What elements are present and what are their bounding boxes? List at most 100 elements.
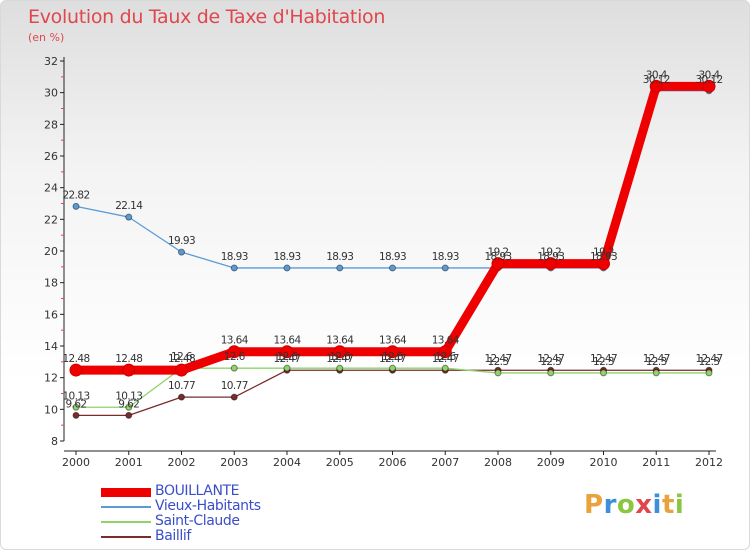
legend-swatch xyxy=(101,506,151,508)
data-point-saint-claude xyxy=(72,403,80,411)
data-label-bouillante: 12.48 xyxy=(168,353,195,365)
x-tick-label: 2003 xyxy=(220,456,248,469)
data-point-saint-claude xyxy=(494,369,502,377)
data-point-saint-claude xyxy=(125,403,133,411)
series-line-bouillante xyxy=(71,81,714,375)
data-label-saint-claude: 12.3 xyxy=(488,356,509,368)
data-label-baillif: 9.62 xyxy=(66,398,87,410)
data-label-vieux-habitants: 18.93 xyxy=(326,251,353,263)
data-label-vieux-habitants: 18.93 xyxy=(590,251,617,263)
data-point-bouillante xyxy=(491,257,505,271)
x-tick-label: 2000 xyxy=(62,456,90,469)
x-tick-label: 2002 xyxy=(168,456,196,469)
data-point-bouillante xyxy=(227,345,241,359)
logo-letter: r xyxy=(603,490,617,520)
data-label-baillif: 12.47 xyxy=(484,353,511,365)
data-label-baillif: 12.47 xyxy=(273,353,300,365)
data-label-baillif: 12.47 xyxy=(695,353,722,365)
logo-letter: i xyxy=(674,490,685,520)
data-point-vieux-habitants xyxy=(125,213,133,221)
data-point-bouillante xyxy=(386,345,399,359)
data-label-vieux-habitants: 22.14 xyxy=(115,200,143,212)
legend-label: Vieux-Habitants xyxy=(155,498,261,514)
y-tick-label: 24 xyxy=(44,182,58,195)
data-point-saint-claude xyxy=(283,364,291,372)
data-label-baillif: 12.47 xyxy=(432,353,459,365)
data-point-vieux-habitants xyxy=(230,264,238,272)
y-tick-label: 26 xyxy=(44,150,58,163)
data-point-baillif xyxy=(72,411,80,419)
data-point-vieux-habitants xyxy=(178,248,185,256)
legend-swatch xyxy=(101,521,151,523)
y-tick-label: 28 xyxy=(44,118,58,131)
logo-letter: i xyxy=(652,490,662,520)
logo-letter: o xyxy=(616,490,636,520)
data-point-baillif xyxy=(230,393,238,401)
data-label-vieux-habitants: 22.82 xyxy=(62,189,89,201)
data-label-saint-claude: 12.6 xyxy=(171,351,193,363)
y-tick-label: 14 xyxy=(44,340,58,353)
data-point-saint-claude xyxy=(389,364,396,372)
data-label-baillif: 12.47 xyxy=(379,353,406,365)
y-tick-label: 12 xyxy=(44,372,58,385)
data-point-bouillante xyxy=(69,363,83,377)
data-label-bouillante: 19.2 xyxy=(488,247,509,259)
data-label-vieux-habitants: 30.12 xyxy=(643,74,670,86)
data-label-bouillante: 19.2 xyxy=(593,247,614,259)
data-label-baillif: 12.47 xyxy=(643,353,670,365)
x-tick-label: 2011 xyxy=(642,456,670,469)
data-point-vieux-habitants xyxy=(72,202,80,210)
data-label-baillif: 12.47 xyxy=(537,353,564,365)
chart-subtitle: (en %) xyxy=(28,31,65,44)
data-label-baillif: 9.62 xyxy=(118,398,139,410)
y-tick-label: 30 xyxy=(44,87,58,100)
data-label-bouillante: 13.64 xyxy=(326,335,354,347)
data-label-bouillante: 12.48 xyxy=(62,353,89,365)
legend-label: BOUILLANTE xyxy=(155,483,240,499)
data-label-vieux-habitants: 30.12 xyxy=(695,74,722,86)
data-label-baillif: 12.47 xyxy=(326,353,353,365)
data-point-bouillante xyxy=(122,363,136,377)
data-label-baillif: 10.77 xyxy=(168,380,195,392)
proxiti-logo: Proxiti xyxy=(584,490,684,520)
y-tick-label: 20 xyxy=(44,245,58,258)
data-point-baillif xyxy=(178,393,185,401)
data-label-saint-claude: 12.6 xyxy=(382,351,404,363)
data-label-baillif: 12.47 xyxy=(590,353,617,365)
data-point-baillif xyxy=(125,411,133,419)
data-label-bouillante: 13.64 xyxy=(379,335,407,347)
data-point-bouillante xyxy=(649,79,663,93)
data-label-vieux-habitants: 18.93 xyxy=(432,251,459,263)
logo-letter: t xyxy=(661,490,675,520)
x-tick-label: 2010 xyxy=(590,456,618,469)
data-label-bouillante: 19.2 xyxy=(540,247,561,259)
data-point-bouillante xyxy=(438,345,452,359)
data-point-bouillante xyxy=(702,79,716,93)
x-tick-label: 2009 xyxy=(537,456,565,469)
legend-label: Baillif xyxy=(155,528,191,544)
y-tick-label: 16 xyxy=(44,308,58,321)
data-label-vieux-habitants: 18.93 xyxy=(221,251,248,263)
chart-title: Evolution du Taux de Taxe d'Habitation xyxy=(28,6,386,28)
data-label-baillif: 10.77 xyxy=(221,380,248,392)
data-label-vieux-habitants: 18.93 xyxy=(379,251,406,263)
data-label-saint-claude: 12.6 xyxy=(435,351,457,363)
data-label-saint-claude: 10.13 xyxy=(115,390,142,402)
data-label-saint-claude: 12.6 xyxy=(224,351,246,363)
data-point-vieux-habitants xyxy=(441,264,449,272)
data-label-vieux-habitants: 18.93 xyxy=(484,251,511,263)
data-point-saint-claude xyxy=(441,364,449,372)
data-label-vieux-habitants: 19.93 xyxy=(168,235,195,247)
data-point-saint-claude xyxy=(652,369,660,377)
data-point-bouillante xyxy=(175,363,188,377)
data-point-saint-claude xyxy=(600,369,607,377)
data-label-saint-claude: 10.13 xyxy=(62,390,89,402)
data-label-saint-claude: 12.3 xyxy=(646,356,667,368)
x-tick-label: 2005 xyxy=(326,456,354,469)
data-label-bouillante: 13.64 xyxy=(221,335,249,347)
data-point-vieux-habitants xyxy=(389,264,396,272)
legend-swatch xyxy=(101,487,151,497)
x-tick-label: 2012 xyxy=(695,456,723,469)
legend-swatch xyxy=(101,536,151,538)
